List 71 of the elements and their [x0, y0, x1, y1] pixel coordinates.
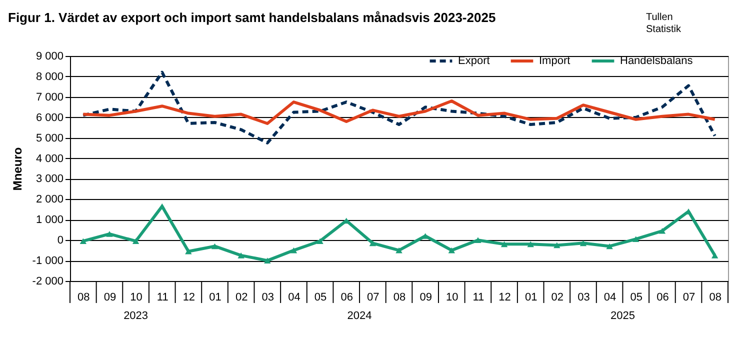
point [132, 238, 140, 244]
point [554, 242, 560, 248]
x-tick-label: 12 [498, 292, 511, 304]
x-tick-label: 08 [393, 292, 406, 304]
y-tick-label: 0 [57, 234, 64, 247]
y-tick-label: 4 000 [36, 152, 64, 165]
y-tick-label: 2 000 [36, 194, 64, 206]
x-tick-label: 05 [314, 292, 327, 304]
y-axis-title: Mneuro [10, 147, 24, 191]
point [606, 243, 613, 250]
point [500, 241, 508, 248]
x-tick-label: 01 [524, 292, 538, 304]
y-tick-label: 9 000 [36, 50, 64, 62]
point [580, 240, 587, 246]
x-tick-label: 12 [182, 292, 196, 304]
text: 2024 [347, 310, 372, 322]
y-tick-label: 1 000 [36, 214, 64, 226]
point [238, 252, 244, 258]
x-tick-label: 08 [78, 292, 90, 304]
x-tick-label: 10 [446, 292, 458, 304]
point [632, 236, 640, 242]
point [369, 240, 376, 246]
y-tick-label: -2 000 [32, 276, 64, 288]
y-tick-label: 8 000 [36, 70, 64, 83]
chart-title: Figur 1. Värdet av export och import samt handelsbalans månadsvis 2023-2025 [8, 10, 496, 25]
x-tick-label: 06 [656, 292, 669, 304]
line-series [82, 100, 716, 125]
x-tick-label: 01 [209, 292, 222, 304]
point [658, 228, 666, 234]
point [211, 243, 218, 250]
point [264, 258, 271, 264]
legend-label: Handelsbalans [620, 55, 694, 67]
y-tick-label: 5 000 [36, 132, 64, 144]
x-tick-label: 10 [130, 292, 142, 304]
point [80, 238, 87, 244]
point [474, 237, 482, 243]
text: 2025 [610, 310, 635, 322]
legend-label: Export [458, 55, 490, 67]
point [448, 247, 455, 254]
x-tick-label: 06 [340, 292, 353, 304]
x-tick-label: 02 [551, 292, 564, 304]
point [527, 241, 534, 248]
point [711, 252, 718, 258]
text: 2023 [124, 310, 148, 322]
text: Statistik [646, 24, 682, 35]
y-tick-label: 6 000 [36, 112, 64, 124]
text: Tullen [646, 12, 673, 23]
x-tick-label: 02 [235, 292, 248, 304]
x-tick-label: 04 [604, 292, 616, 304]
y-tick-label: 7 000 [36, 91, 64, 104]
line-series [82, 70, 716, 144]
x-tick-label: 08 [709, 292, 722, 304]
point [396, 247, 402, 254]
x-tick-label: 03 [578, 292, 590, 304]
legend-label: Import [539, 55, 570, 67]
x-tick-label: 07 [367, 292, 380, 304]
x-tick-label: 07 [682, 292, 696, 304]
x-tick-label: 09 [420, 292, 432, 304]
point [290, 247, 298, 254]
x-tick-label: 04 [288, 292, 300, 304]
point [185, 248, 192, 254]
y-tick-label: -1 000 [32, 255, 64, 268]
y-tick-label: 3 000 [36, 173, 64, 186]
point [158, 203, 166, 210]
point [106, 231, 113, 237]
x-tick-label: 09 [104, 292, 116, 304]
x-tick-label: 03 [262, 292, 274, 304]
x-tick-label: 05 [630, 292, 643, 304]
x-tick-label: 11 [472, 292, 484, 304]
x-tick-label: 11 [156, 292, 168, 304]
point [316, 238, 324, 244]
